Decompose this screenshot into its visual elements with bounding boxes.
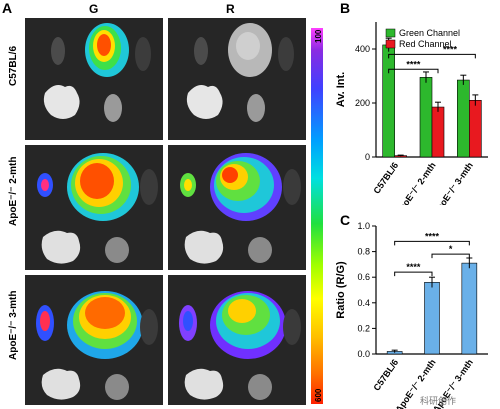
organ-image — [25, 18, 163, 140]
y-tick-label: 0 — [365, 152, 370, 162]
legend-label: Red Channel — [399, 39, 452, 49]
y-tick-label: 0.2 — [357, 323, 370, 333]
panel-letter-a: A — [2, 0, 13, 16]
organ-image — [168, 18, 306, 140]
row-label-c57bl6: C57BL/6 — [8, 45, 19, 86]
y-tick-label: 0.8 — [357, 247, 370, 257]
image-g-apoe-2mth — [25, 145, 163, 270]
significance-bracket — [394, 271, 433, 277]
organ-image — [168, 145, 306, 270]
x-tick-label: ApoE⁻/⁻ 2-mth — [394, 160, 438, 205]
bar — [461, 262, 478, 355]
watermark: 科研创作 — [420, 396, 457, 406]
image-r-apoe-3mth — [168, 275, 306, 405]
significance-bracket — [394, 240, 470, 246]
bar — [382, 44, 395, 158]
significance-label: * — [449, 244, 453, 254]
y-axis-label: Ratio (R/G) — [335, 261, 347, 319]
panel-letter-c: C — [340, 212, 351, 228]
image-r-c57bl6 — [168, 18, 306, 140]
panel-letter-b: B — [340, 0, 351, 16]
row-label-apoe-2mth: ApoE⁻/⁻ 2-mth — [8, 156, 19, 226]
row-label-apoe-3mth: ApoE⁻/⁻ 3-mth — [8, 290, 19, 360]
organ-image — [25, 275, 163, 405]
x-tick-label: ApoE⁻/⁻ 3-mth — [431, 160, 475, 205]
column-label-r: R — [226, 2, 235, 16]
y-tick-label: 0.6 — [357, 272, 370, 282]
bar — [457, 79, 470, 158]
significance-label: **** — [406, 262, 421, 272]
y-axis-label: Av. Int. — [335, 72, 347, 107]
colorbar-min-label: 600 — [314, 388, 323, 402]
significance-bracket — [388, 53, 476, 59]
bar — [424, 282, 440, 355]
legend-label: Green Channel — [399, 28, 460, 38]
colorbar — [311, 28, 323, 404]
significance-label: **** — [406, 59, 421, 69]
bar — [469, 100, 482, 158]
significance-label: **** — [425, 231, 440, 241]
image-g-c57bl6 — [25, 18, 163, 140]
significance-bracket — [431, 253, 470, 259]
image-r-apoe-2mth — [168, 145, 306, 270]
legend-swatch — [385, 28, 396, 38]
colorbar-max-label: 100 — [314, 29, 323, 43]
organ-image — [168, 275, 306, 405]
significance-label: **** — [443, 44, 458, 54]
column-label-g: G — [89, 2, 99, 16]
y-tick-label: 1.0 — [357, 221, 370, 231]
organ-image — [25, 145, 163, 270]
y-tick-label: 0.0 — [357, 349, 370, 359]
bar — [431, 106, 445, 158]
significance-bracket — [388, 68, 439, 74]
image-g-apoe-3mth — [25, 275, 163, 405]
y-tick-label: 400 — [355, 44, 370, 54]
legend-swatch — [385, 39, 396, 49]
y-tick-label: 0.4 — [357, 298, 370, 308]
y-tick-label: 200 — [355, 98, 370, 108]
x-tick-label: C57BL/6 — [371, 160, 400, 195]
x-tick-label: C57BL/6 — [371, 357, 400, 392]
bar — [419, 77, 433, 158]
